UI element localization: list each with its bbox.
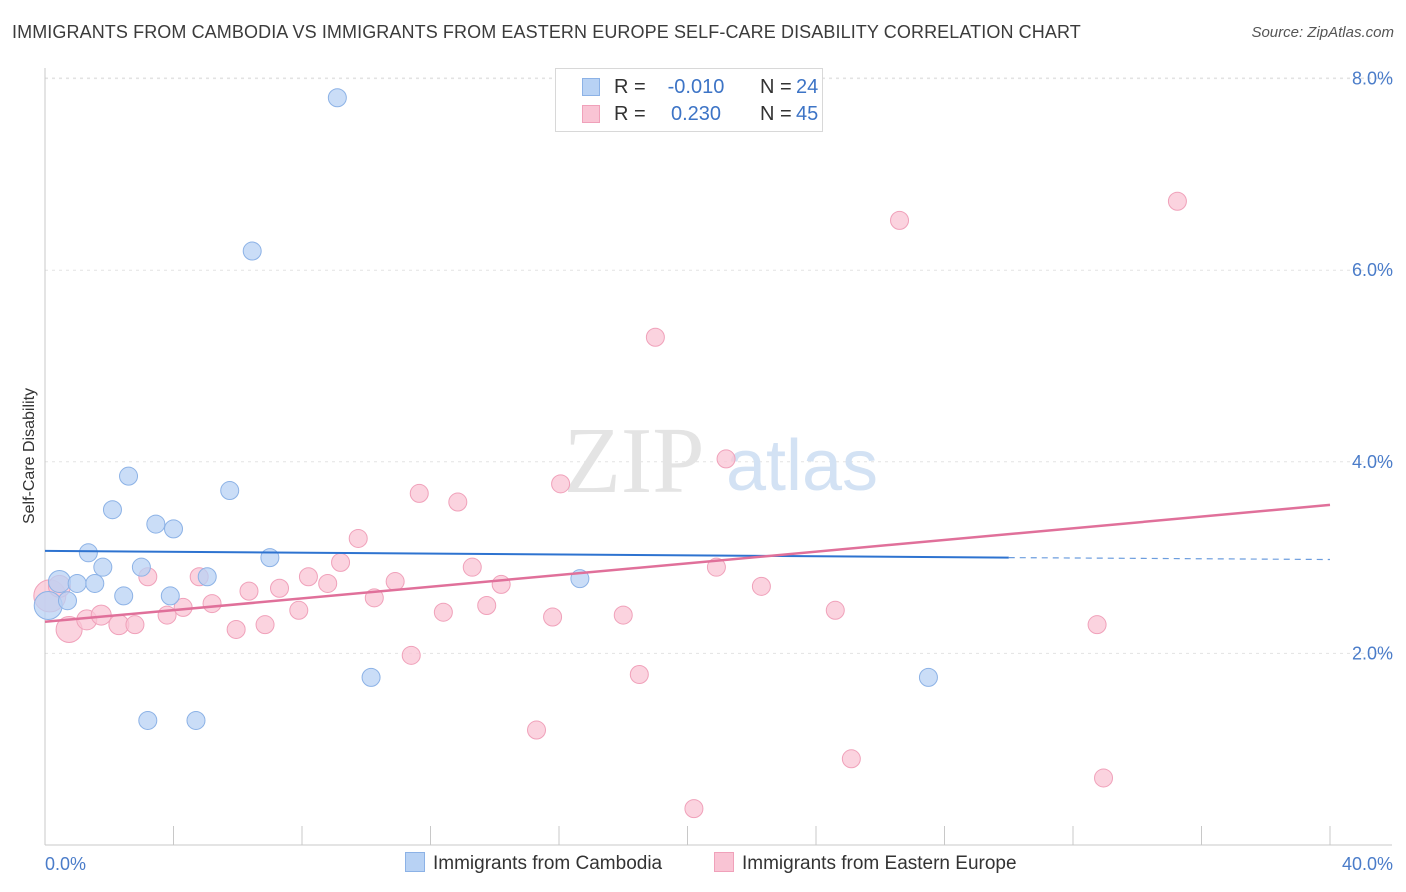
europe-point <box>289 600 309 620</box>
legend-r-label: R = <box>614 76 646 98</box>
correlation-legend: R = -0.010 N = 24 R = 0.230 N = 45 <box>555 68 823 132</box>
europe-point <box>684 799 704 819</box>
europe-point <box>55 615 83 643</box>
cambodia-point <box>85 573 105 593</box>
europe-point <box>543 607 563 627</box>
europe-point <box>629 664 649 684</box>
watermark-atlas: atlas <box>726 426 878 506</box>
cambodia-point <box>160 586 180 606</box>
europe-point <box>409 483 429 503</box>
watermark-zip: ZIP <box>564 409 705 513</box>
legend-n-value: 45 <box>796 103 819 125</box>
europe-point <box>125 615 145 635</box>
cambodia-point <box>242 241 262 261</box>
europe-point <box>239 581 259 601</box>
europe-point <box>462 557 482 577</box>
cambodia-point <box>102 500 122 520</box>
trend-lines <box>44 503 1331 624</box>
source-credit: Source: ZipAtlas.com <box>1251 24 1394 41</box>
europe-point <box>348 528 368 548</box>
y-tick-label: 2.0% <box>1352 643 1393 663</box>
cambodia-point <box>220 481 240 501</box>
europe-point <box>318 573 338 593</box>
europe-point <box>401 645 421 665</box>
cambodia-point <box>47 570 71 594</box>
y-tick-label: 6.0% <box>1352 260 1393 280</box>
europe-trend-line <box>44 503 1331 624</box>
cambodia-point <box>131 557 151 577</box>
cambodia-trend-line <box>44 549 1009 559</box>
cambodia-point <box>57 591 77 611</box>
legend-r-value: -0.010 <box>667 76 725 98</box>
cambodia-points <box>33 88 938 730</box>
europe-point <box>613 605 633 625</box>
y-tick-label: 8.0% <box>1352 69 1393 89</box>
legend-n-label: N = <box>760 103 792 125</box>
europe-point <box>270 578 290 598</box>
europe-point <box>1167 191 1187 211</box>
axes <box>44 68 1392 846</box>
cambodia-point <box>33 591 63 620</box>
europe-point <box>491 574 511 594</box>
europe-point <box>551 474 571 494</box>
y-axis-title: Self-Care Disability <box>21 388 38 524</box>
cambodia-point <box>327 88 347 108</box>
bottom-swatch-europe <box>714 852 734 872</box>
europe-point <box>1094 768 1114 788</box>
europe-point <box>1087 615 1107 635</box>
cambodia-point <box>197 567 217 587</box>
bottom-swatch-cambodia <box>405 852 425 872</box>
cambodia-point <box>164 519 183 539</box>
europe-point <box>157 605 177 625</box>
europe-point <box>825 600 845 620</box>
bottom-legend-cambodia: Immigrants from Cambodia <box>405 852 662 875</box>
europe-point <box>255 615 275 635</box>
cambodia-point <box>260 548 280 568</box>
legend-swatch-europe <box>582 105 600 123</box>
cambodia-point <box>186 710 206 730</box>
bottom-legend-europe: Immigrants from Eastern Europe <box>714 852 1017 875</box>
europe-point <box>706 557 726 577</box>
y-tick-label: 4.0% <box>1352 452 1393 472</box>
cambodia-point <box>361 667 381 687</box>
legend-n-label: N = <box>760 76 792 98</box>
europe-point <box>448 492 468 512</box>
cambodia-point <box>114 586 134 606</box>
europe-point <box>202 594 222 614</box>
x-tick-label-max: 40.0% <box>1342 854 1393 874</box>
europe-point <box>716 449 736 469</box>
europe-point <box>331 552 351 572</box>
europe-point <box>385 572 405 592</box>
cambodia-point <box>119 466 139 486</box>
cambodia-point <box>146 514 166 534</box>
legend-r-value: 0.230 <box>670 103 722 125</box>
chart-title: IMMIGRANTS FROM CAMBODIA VS IMMIGRANTS F… <box>12 22 1081 42</box>
europe-point <box>226 619 246 639</box>
europe-point <box>527 720 547 740</box>
legend-r-label: R = <box>614 103 646 125</box>
cambodia-point <box>918 667 938 687</box>
europe-point <box>433 602 453 622</box>
legend-n-value: 24 <box>796 76 819 98</box>
bottom-legend-cambodia-label: Immigrants from Cambodia <box>433 853 663 874</box>
europe-point <box>298 567 318 587</box>
cambodia-point <box>93 557 113 577</box>
cambodia-point <box>78 543 98 563</box>
europe-point <box>645 327 665 347</box>
europe-point <box>890 210 910 230</box>
x-tick-label-min: 0.0% <box>45 854 86 874</box>
europe-point <box>477 596 497 615</box>
tick-labels: 2.0% 4.0% 6.0% 8.0% 0.0% 40.0% <box>45 69 1393 874</box>
legend-swatch-cambodia <box>582 78 600 96</box>
bottom-legend-europe-label: Immigrants from Eastern Europe <box>742 853 1017 874</box>
cambodia-point <box>67 573 87 593</box>
cambodia-point <box>138 710 158 730</box>
europe-point <box>751 576 771 596</box>
cambodia-trend-extension <box>1008 556 1331 561</box>
europe-point <box>841 749 861 769</box>
